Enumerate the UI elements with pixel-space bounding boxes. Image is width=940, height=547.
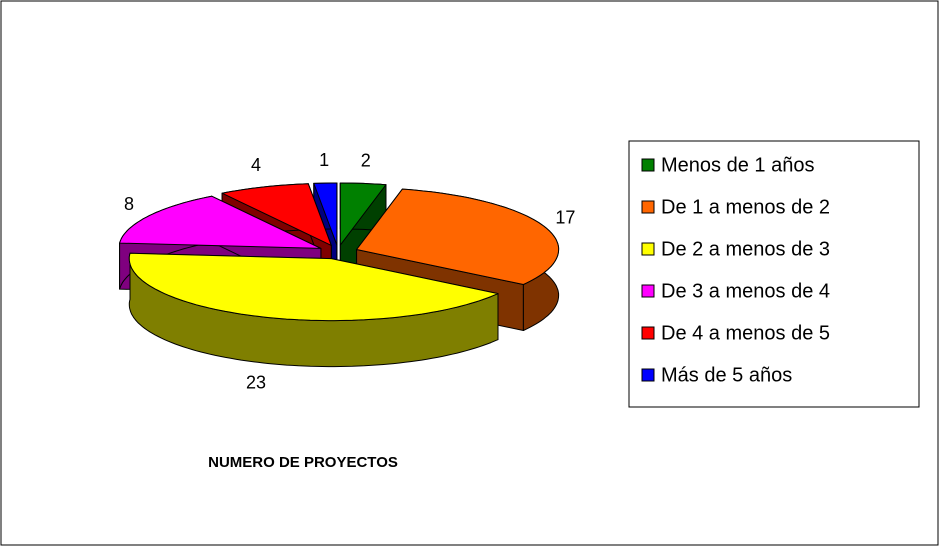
slice-top bbox=[128, 252, 499, 322]
data-label: 17 bbox=[555, 208, 575, 228]
data-label: 1 bbox=[319, 150, 329, 170]
data-label: 23 bbox=[246, 372, 266, 392]
legend-swatch bbox=[641, 242, 655, 256]
legend-label: De 3 a menos de 4 bbox=[661, 280, 830, 302]
slice-top bbox=[221, 183, 332, 246]
chart-title: NUMERO DE PROYECTOS bbox=[208, 454, 398, 471]
legend-swatch bbox=[641, 200, 655, 214]
slice-top bbox=[339, 182, 387, 246]
legend-swatch bbox=[641, 368, 655, 382]
data-label: 2 bbox=[361, 150, 371, 170]
legend-swatch bbox=[641, 326, 655, 340]
legend-label: Menos de 1 años bbox=[661, 154, 814, 176]
data-label: 8 bbox=[124, 194, 134, 214]
legend-swatch bbox=[641, 284, 655, 298]
data-label: 4 bbox=[251, 155, 261, 175]
legend-swatch bbox=[641, 158, 655, 172]
legend-label: De 2 a menos de 3 bbox=[661, 238, 830, 260]
legend-label: Más de 5 años bbox=[661, 364, 792, 386]
legend-label: De 1 a menos de 2 bbox=[661, 196, 830, 218]
legend-box bbox=[628, 140, 920, 408]
slice bbox=[128, 252, 499, 368]
slice-top bbox=[313, 182, 338, 246]
slice-top bbox=[119, 195, 322, 249]
slice-top bbox=[356, 188, 560, 285]
legend-label: De 4 a menos de 5 bbox=[661, 322, 830, 344]
